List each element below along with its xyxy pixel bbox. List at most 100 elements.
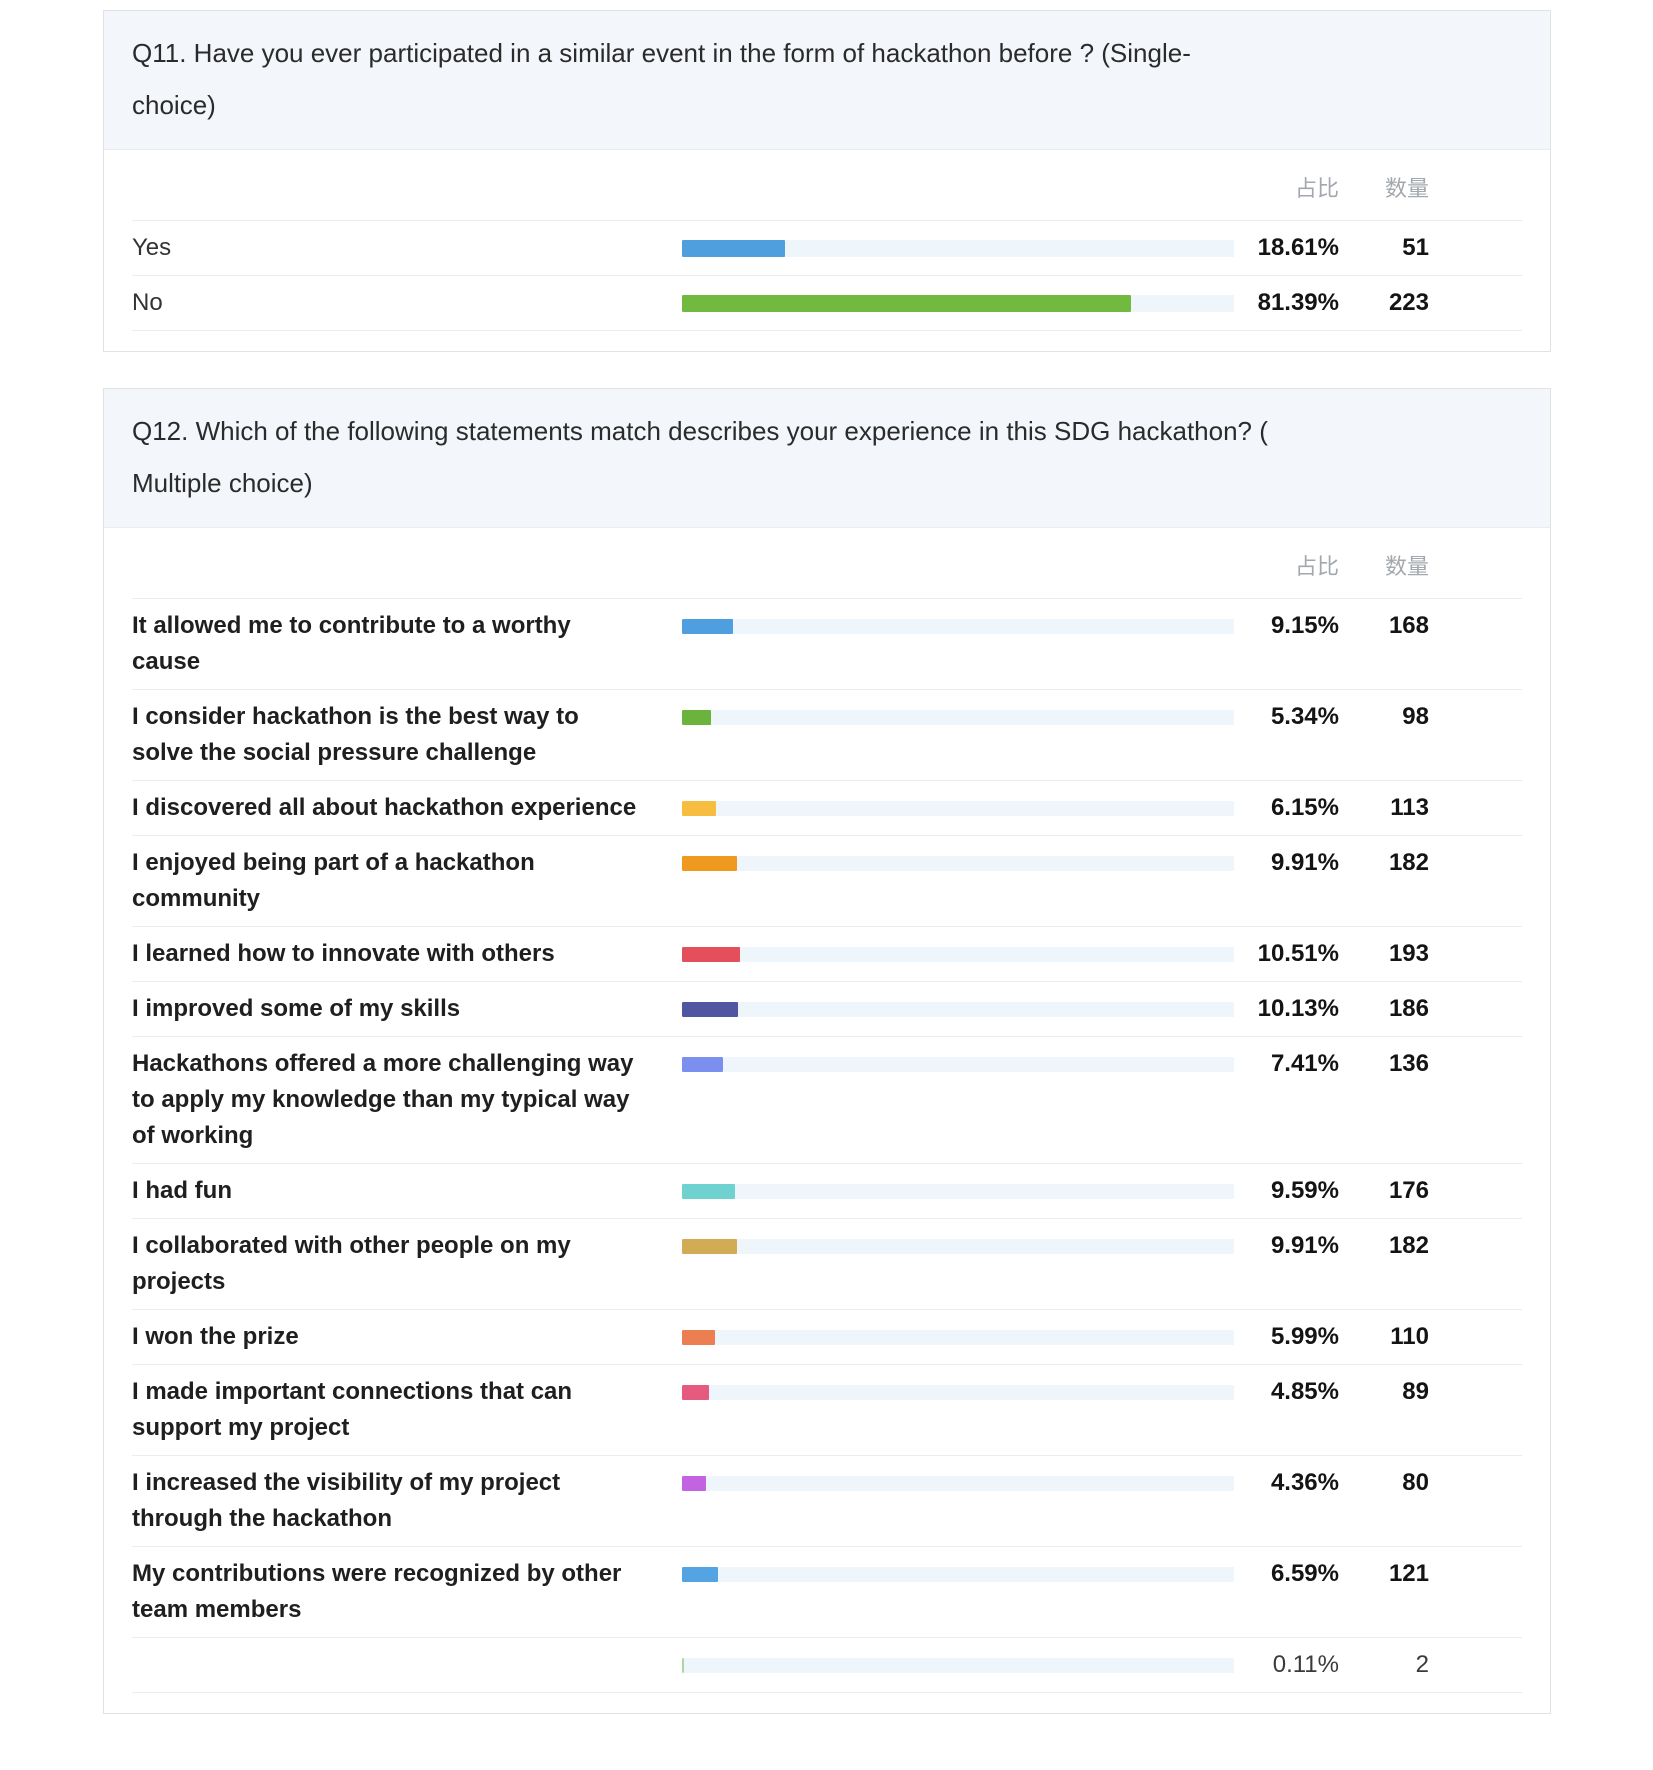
bar-track <box>682 1566 1234 1582</box>
percent-value: 6.15% <box>1270 794 1339 821</box>
bar-fill <box>682 1384 709 1400</box>
answer-rows-q11: Yes 18.61% 51 No 81.39% 223 <box>132 220 1522 331</box>
bar-cell <box>682 1228 1234 1264</box>
count-value: 89 <box>1402 1378 1429 1405</box>
table-row: I discovered all about hackathon experie… <box>132 780 1522 835</box>
count-column-header: 数量 <box>1384 554 1429 579</box>
count-value: 113 <box>1390 794 1429 821</box>
percent-value: 7.41% <box>1270 1050 1339 1077</box>
table-row: 0.11% 2 <box>132 1637 1522 1693</box>
option-label: No <box>132 289 163 316</box>
option-label: I had fun <box>132 1177 232 1204</box>
option-label: Hackathons offered a more challenging wa… <box>132 1050 634 1149</box>
bar-cell <box>682 845 1234 881</box>
percent-column-header: 占比 <box>1294 176 1339 201</box>
count-value: 168 <box>1388 612 1429 639</box>
bar-fill <box>682 1056 723 1072</box>
bar-fill <box>682 618 733 634</box>
bar-fill <box>682 1238 737 1254</box>
percent-value: 9.59% <box>1270 1177 1339 1204</box>
bar-cell <box>682 1319 1234 1355</box>
table-row: I had fun 9.59% 176 <box>132 1163 1522 1218</box>
percent-value: 9.15% <box>1270 612 1339 639</box>
bar-track <box>682 239 1234 257</box>
option-label: I discovered all about hackathon experie… <box>132 794 637 821</box>
table-row: It allowed me to contribute to a worthy … <box>132 598 1522 689</box>
bar-cell <box>682 1374 1234 1410</box>
bar-cell <box>682 285 1234 321</box>
question-header-q11: Q11. Have you ever participated in a sim… <box>104 11 1550 150</box>
count-value: 182 <box>1388 849 1429 876</box>
bar-track <box>682 1238 1234 1254</box>
bar-cell <box>682 1647 1234 1683</box>
count-value: 98 <box>1402 703 1429 730</box>
option-label: I won the prize <box>132 1323 299 1350</box>
bar-fill <box>682 1183 735 1199</box>
option-label: My contributions were recognized by othe… <box>132 1560 622 1623</box>
option-label: I improved some of my skills <box>132 995 461 1022</box>
option-label: It allowed me to contribute to a worthy … <box>132 612 571 675</box>
bar-cell <box>682 991 1234 1027</box>
bar-cell <box>682 1173 1234 1209</box>
bar-fill <box>682 1657 684 1673</box>
count-column-header: 数量 <box>1384 176 1429 201</box>
count-value: 186 <box>1388 995 1429 1022</box>
table-row: My contributions were recognized by othe… <box>132 1546 1522 1637</box>
bar-track <box>682 800 1234 816</box>
percent-value: 0.11% <box>1272 1651 1339 1678</box>
count-value: 176 <box>1388 1177 1429 1204</box>
percent-value: 18.61% <box>1257 234 1339 261</box>
question-title-q11: Q11. Have you ever participated in a sim… <box>132 38 1191 120</box>
table-row: Hackathons offered a more challenging wa… <box>132 1036 1522 1163</box>
count-value: 182 <box>1388 1232 1429 1259</box>
percent-value: 10.13% <box>1257 995 1339 1022</box>
bar-fill <box>682 294 1132 312</box>
question-title-q12: Q12. Which of the following statements m… <box>132 416 1268 498</box>
percent-value: 4.85% <box>1270 1378 1339 1405</box>
column-header-row: 占比 数量 <box>132 528 1522 598</box>
percent-value: 6.59% <box>1270 1560 1339 1587</box>
percent-value: 5.34% <box>1270 703 1339 730</box>
bar-track <box>682 1657 1234 1673</box>
table-row: I consider hackathon is the best way to … <box>132 689 1522 780</box>
bar-track <box>682 709 1234 725</box>
bar-cell <box>682 1046 1234 1082</box>
percent-value: 9.91% <box>1270 1232 1339 1259</box>
count-value: 2 <box>1415 1651 1429 1678</box>
table-row: I made important connections that can su… <box>132 1364 1522 1455</box>
bar-cell <box>682 699 1234 735</box>
bar-cell <box>682 608 1234 644</box>
bar-track <box>682 1384 1234 1400</box>
answer-rows-q12: It allowed me to contribute to a worthy … <box>132 598 1522 1693</box>
option-label: Yes <box>132 234 172 261</box>
bar-track <box>682 1056 1234 1072</box>
bar-cell <box>682 1556 1234 1592</box>
bar-cell <box>682 1465 1234 1501</box>
count-value: 136 <box>1388 1050 1429 1077</box>
bar-track <box>682 1183 1234 1199</box>
table-row: I increased the visibility of my project… <box>132 1455 1522 1546</box>
bar-track <box>682 946 1234 962</box>
bar-track <box>682 855 1234 871</box>
question-body-q11: 占比 数量 Yes 18.61% 51 No 81.39% 223 <box>104 150 1550 351</box>
option-label: I consider hackathon is the best way to … <box>132 703 579 766</box>
table-row: I learned how to innovate with others 10… <box>132 926 1522 981</box>
percent-value: 5.99% <box>1270 1323 1339 1350</box>
table-row: No 81.39% 223 <box>132 275 1522 331</box>
bar-fill <box>682 1475 707 1491</box>
bar-fill <box>682 239 785 257</box>
percent-value: 4.36% <box>1270 1469 1339 1496</box>
bar-fill <box>682 1329 716 1345</box>
option-label: I increased the visibility of my project… <box>132 1469 561 1532</box>
bar-track <box>682 1475 1234 1491</box>
count-value: 51 <box>1402 234 1429 261</box>
count-value: 110 <box>1390 1323 1429 1350</box>
question-body-q12: 占比 数量 It allowed me to contribute to a w… <box>104 528 1550 1713</box>
table-row: I improved some of my skills 10.13% 186 <box>132 981 1522 1036</box>
bar-track <box>682 1001 1234 1017</box>
option-label: I learned how to innovate with others <box>132 940 555 967</box>
percent-value: 9.91% <box>1270 849 1339 876</box>
option-label: I enjoyed being part of a hackathon comm… <box>132 849 535 912</box>
bar-track <box>682 1329 1234 1345</box>
